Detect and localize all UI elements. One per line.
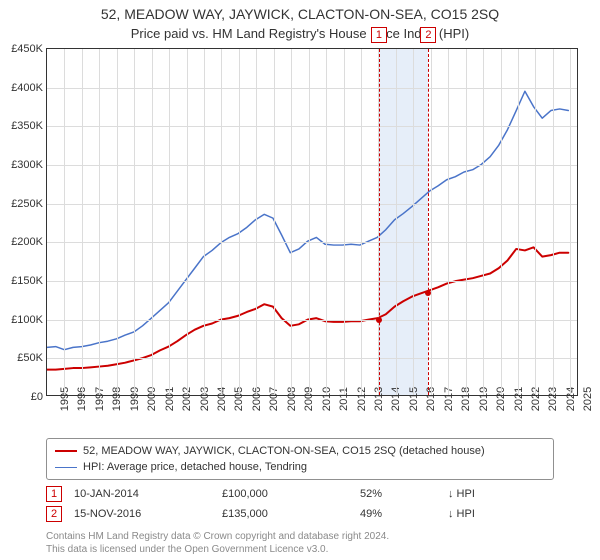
plot-area: £0£50K£100K£150K£200K£250K£300K£350K£400… <box>46 48 578 396</box>
gridline-v <box>501 49 502 395</box>
sale-annotation-row: 2 15-NOV-2016 £135,000 49% ↓ HPI <box>46 506 554 522</box>
gridline-v <box>570 49 571 395</box>
series-svg <box>47 49 577 395</box>
gridline-h <box>47 88 577 89</box>
legend-swatch <box>55 450 77 452</box>
price-chart: 52, MEADOW WAY, JAYWICK, CLACTON-ON-SEA,… <box>0 0 600 560</box>
gridline-h <box>47 281 577 282</box>
chart-subtitle: Price paid vs. HM Land Registry's House … <box>0 26 600 41</box>
gridline-v <box>204 49 205 395</box>
sale-marker-box: 2 <box>420 27 436 43</box>
annotation-price: £135,000 <box>222 508 332 520</box>
y-tick-label: £450K <box>11 43 43 55</box>
gridline-v <box>413 49 414 395</box>
gridline-v <box>152 49 153 395</box>
gridline-h <box>47 358 577 359</box>
y-tick-label: £150K <box>11 275 43 287</box>
annotation-pct: 49% <box>360 508 420 520</box>
gridline-v <box>82 49 83 395</box>
annotation-direction: ↓ HPI <box>448 508 508 520</box>
footer-line2: This data is licensed under the Open Gov… <box>46 543 554 556</box>
y-tick-label: £200K <box>11 236 43 248</box>
annotation-marker-box: 2 <box>46 506 62 522</box>
y-tick-label: £250K <box>11 198 43 210</box>
annotation-direction: ↓ HPI <box>448 488 508 500</box>
annotation-date: 15-NOV-2016 <box>74 508 194 520</box>
legend-text: HPI: Average price, detached house, Tend… <box>83 459 307 475</box>
annotation-price: £100,000 <box>222 488 332 500</box>
gridline-v <box>344 49 345 395</box>
gridline-v <box>326 49 327 395</box>
chart-title: 52, MEADOW WAY, JAYWICK, CLACTON-ON-SEA,… <box>0 6 600 22</box>
gridline-v <box>256 49 257 395</box>
gridline-h <box>47 165 577 166</box>
gridline-v <box>64 49 65 395</box>
y-tick-label: £50K <box>17 352 43 364</box>
gridline-v <box>309 49 310 395</box>
gridline-v <box>291 49 292 395</box>
sale-marker-box: 1 <box>371 27 387 43</box>
legend-text: 52, MEADOW WAY, JAYWICK, CLACTON-ON-SEA,… <box>83 443 485 459</box>
gridline-v <box>448 49 449 395</box>
gridline-h <box>47 204 577 205</box>
legend-row: 52, MEADOW WAY, JAYWICK, CLACTON-ON-SEA,… <box>55 443 545 459</box>
gridline-v <box>483 49 484 395</box>
y-tick-label: £100K <box>11 314 43 326</box>
gridline-v <box>117 49 118 395</box>
gridline-v <box>361 49 362 395</box>
sale-marker-line <box>428 49 429 395</box>
sale-point-dot <box>376 317 382 323</box>
legend-swatch <box>55 467 77 468</box>
gridline-v <box>396 49 397 395</box>
annotation-marker-box: 1 <box>46 486 62 502</box>
gridline-h <box>47 126 577 127</box>
gridline-v <box>134 49 135 395</box>
sale-annotation-row: 1 10-JAN-2014 £100,000 52% ↓ HPI <box>46 486 554 502</box>
y-tick-label: £350K <box>11 120 43 132</box>
gridline-v <box>518 49 519 395</box>
gridline-v <box>431 49 432 395</box>
gridline-v <box>239 49 240 395</box>
y-tick-label: £0 <box>31 391 43 403</box>
legend: 52, MEADOW WAY, JAYWICK, CLACTON-ON-SEA,… <box>46 438 554 480</box>
legend-row: HPI: Average price, detached house, Tend… <box>55 459 545 475</box>
gridline-v <box>187 49 188 395</box>
sale-marker-line <box>379 49 380 395</box>
gridline-v <box>553 49 554 395</box>
gridline-v <box>535 49 536 395</box>
footer-attribution: Contains HM Land Registry data © Crown c… <box>46 530 554 556</box>
annotation-date: 10-JAN-2014 <box>74 488 194 500</box>
gridline-v <box>274 49 275 395</box>
gridline-v <box>221 49 222 395</box>
x-tick-label: 2025 <box>570 387 594 411</box>
y-tick-label: £300K <box>11 159 43 171</box>
gridline-h <box>47 242 577 243</box>
gridline-v <box>99 49 100 395</box>
gridline-h <box>47 320 577 321</box>
gridline-v <box>466 49 467 395</box>
footer-line1: Contains HM Land Registry data © Crown c… <box>46 530 554 543</box>
gridline-v <box>169 49 170 395</box>
y-tick-label: £400K <box>11 82 43 94</box>
annotation-pct: 52% <box>360 488 420 500</box>
